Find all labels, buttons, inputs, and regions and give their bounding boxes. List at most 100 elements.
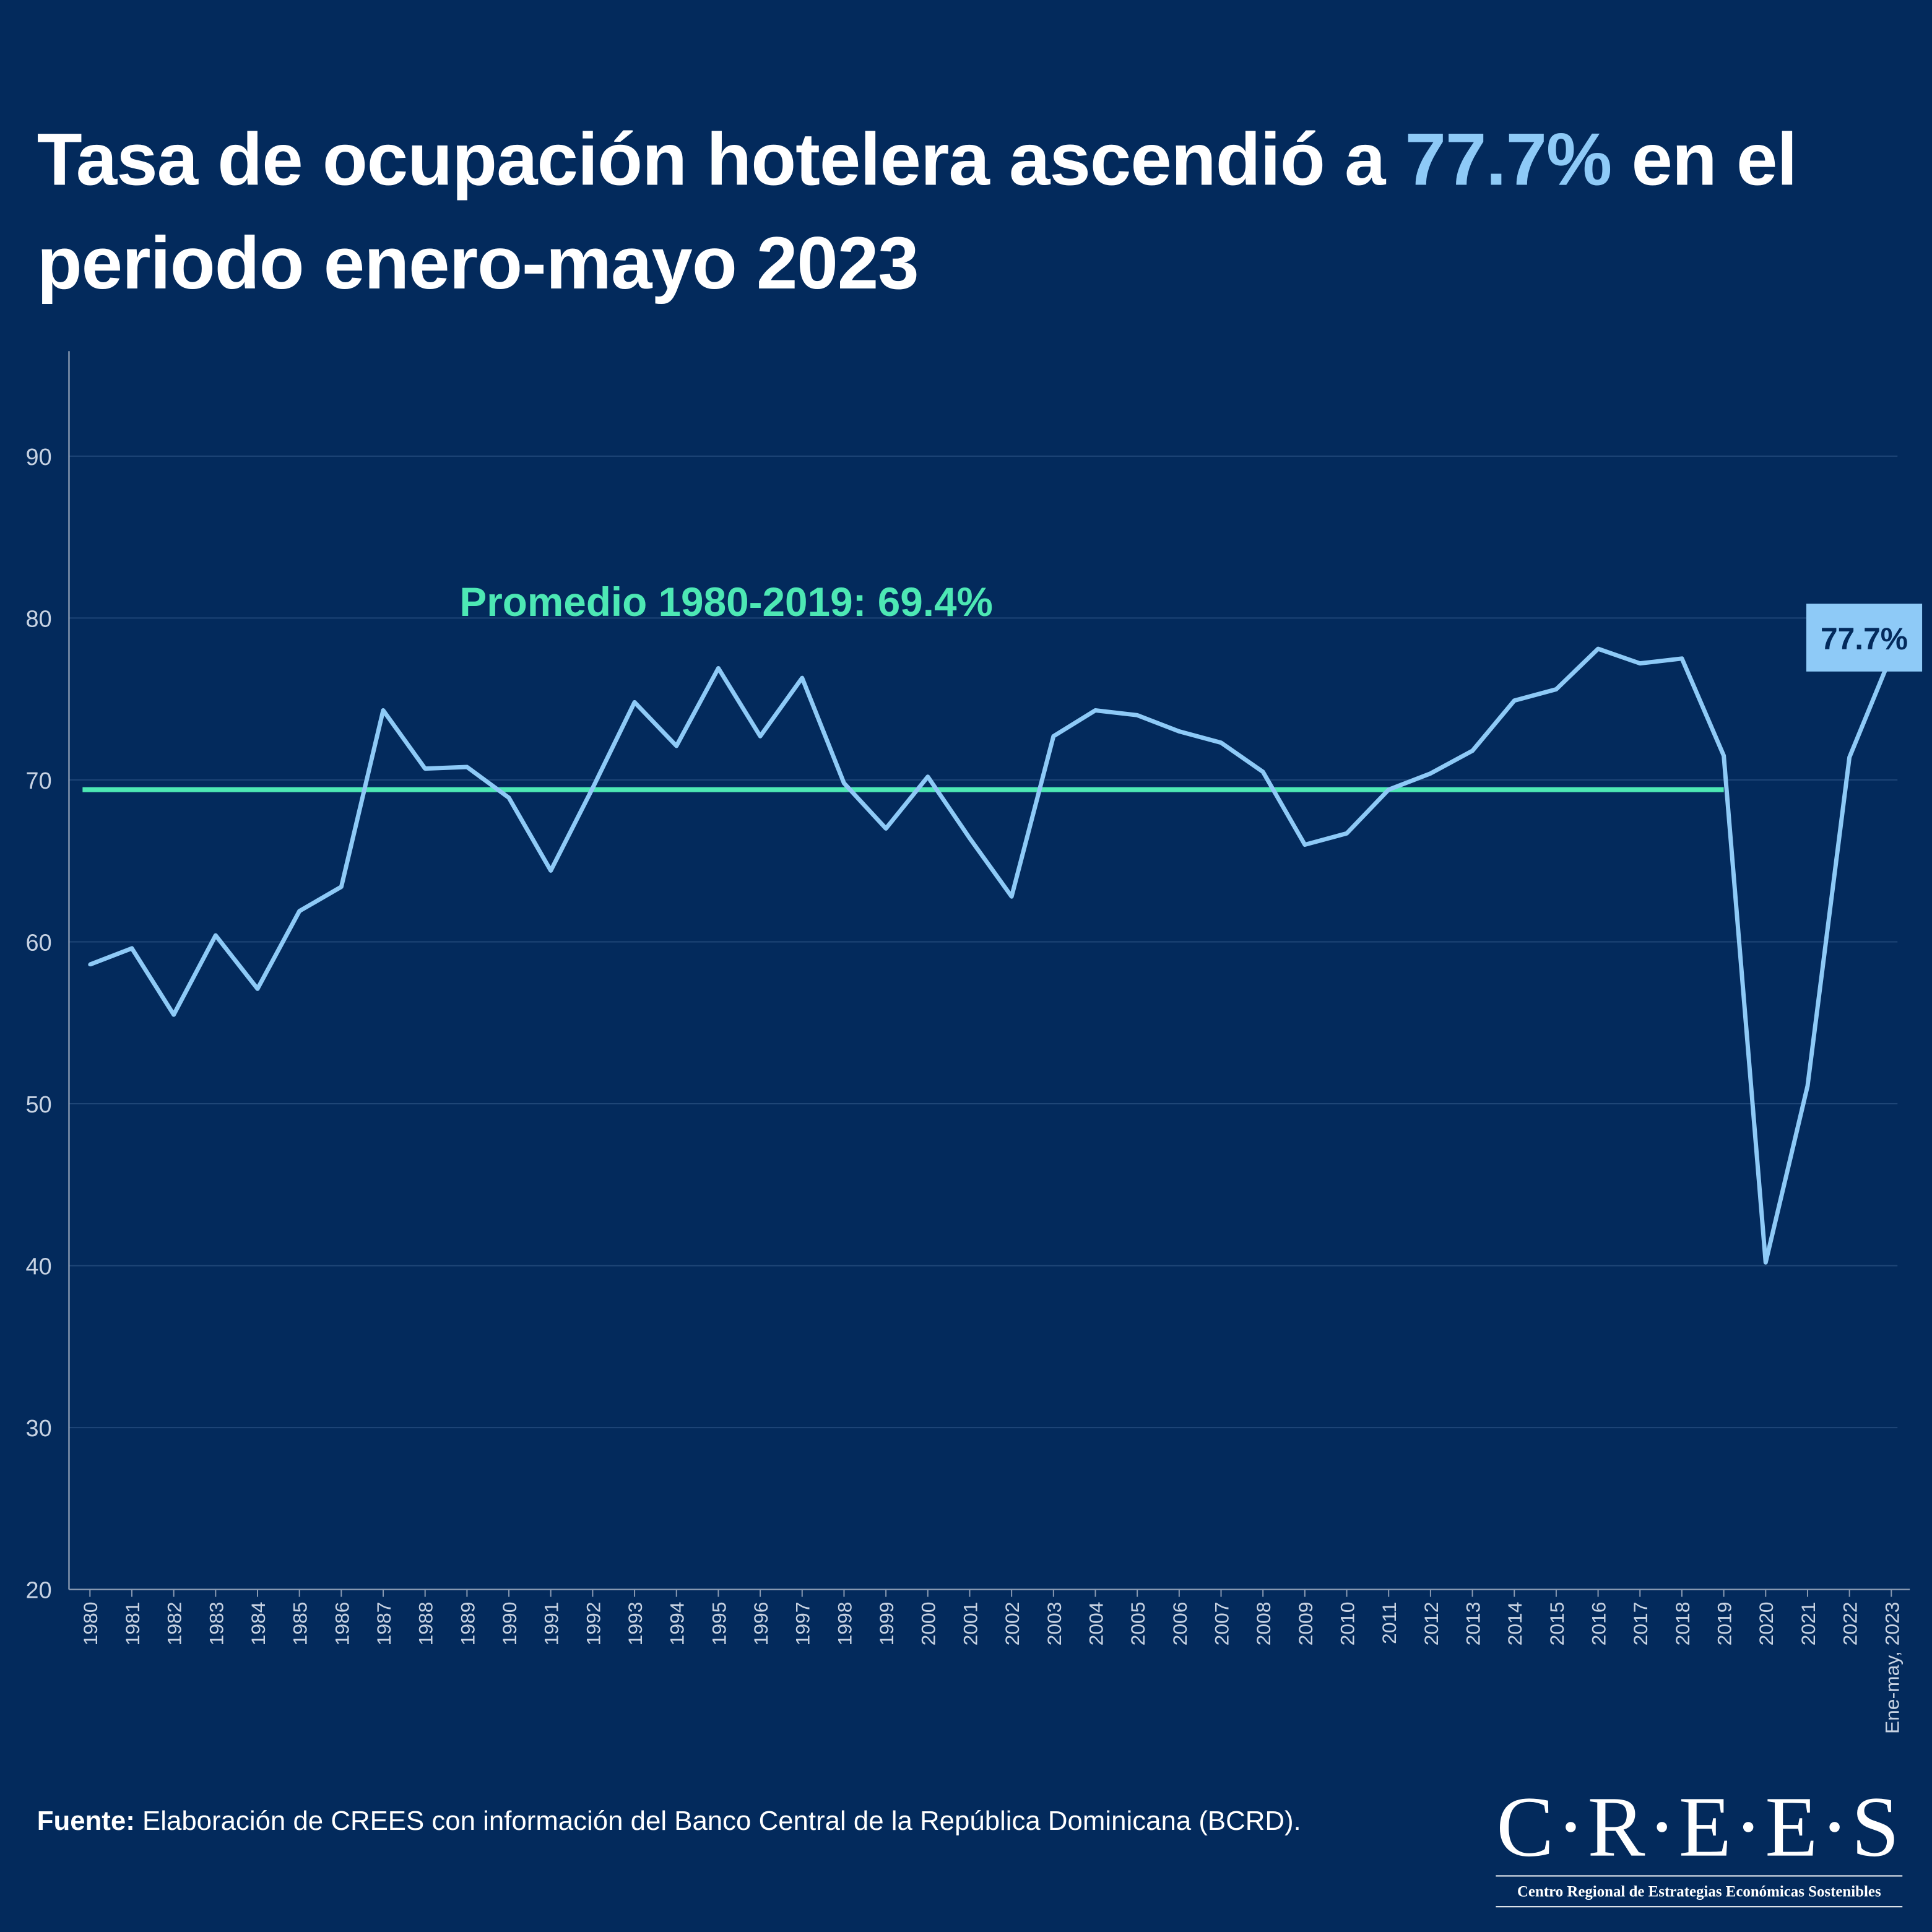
data-point	[1679, 656, 1684, 661]
page-title: Tasa de ocupación hotelera ascendió a 77…	[37, 108, 1910, 315]
data-point	[1428, 771, 1432, 776]
data-point	[1764, 1260, 1768, 1265]
data-point	[591, 786, 595, 791]
y-tick-label: 20	[26, 1578, 52, 1604]
x-tick-label: 2021	[1797, 1602, 1819, 1646]
data-point	[1219, 740, 1223, 745]
logo-rule	[1496, 1875, 1903, 1877]
source-note: Fuente: Elaboración de CREES con informa…	[37, 1801, 1454, 1840]
y-tick-label: 70	[26, 768, 52, 794]
data-point	[716, 666, 721, 670]
y-tick-label: 30	[26, 1416, 52, 1442]
x-tick-label: 1999	[875, 1602, 898, 1646]
data-point	[1638, 661, 1642, 665]
x-tick-label: Ene-may, 2023	[1881, 1602, 1903, 1735]
data-point	[548, 869, 553, 873]
x-tick-label: 1988	[415, 1602, 437, 1646]
x-tick-label: 1989	[456, 1602, 479, 1646]
x-tick-label: 1987	[373, 1602, 395, 1646]
end-label-box	[1806, 604, 1923, 672]
x-tick-label: 2009	[1294, 1602, 1317, 1646]
x-tick-label: 2010	[1336, 1602, 1358, 1646]
data-point	[925, 774, 930, 779]
data-point	[1722, 753, 1726, 758]
data-point	[1512, 698, 1517, 703]
logo-name: C·R·E·E·S	[1496, 1780, 1902, 1876]
title-text-end: en el periodo enero-mayo 2023	[37, 118, 1798, 305]
x-tick-label: 2008	[1252, 1602, 1275, 1646]
x-tick-label: 2020	[1755, 1602, 1777, 1646]
data-point	[1261, 769, 1265, 774]
x-tick-label: 2011	[1378, 1602, 1400, 1644]
data-point	[1847, 755, 1852, 760]
x-tick-label: 2017	[1629, 1602, 1652, 1646]
x-tick-label: 1992	[582, 1602, 604, 1646]
data-point	[1805, 1084, 1809, 1088]
data-point	[674, 744, 678, 748]
series-line	[89, 646, 1894, 1265]
y-tick-label: 90	[26, 444, 52, 470]
x-tick-label: 1980	[79, 1602, 102, 1646]
x-tick-label: 1990	[498, 1602, 521, 1646]
data-point	[339, 885, 344, 889]
title-text: Tasa de ocupación hotelera ascendió a	[37, 118, 1405, 201]
x-tick-label: 1983	[205, 1602, 227, 1646]
x-tick-label: 1982	[163, 1602, 186, 1646]
y-tick-label: 80	[26, 606, 52, 632]
x-tick-label: 2016	[1588, 1602, 1610, 1646]
x-tick-label: 2004	[1085, 1602, 1107, 1646]
y-tick-label: 40	[26, 1254, 52, 1280]
x-tick-label: 1998	[833, 1602, 856, 1646]
data-point	[507, 795, 511, 800]
data-point	[297, 909, 301, 913]
data-point	[842, 781, 846, 786]
data-point	[1010, 895, 1014, 899]
x-tick-label: 2005	[1127, 1602, 1149, 1646]
x-tick-label: 2018	[1671, 1602, 1694, 1646]
x-tick-label: 2003	[1043, 1602, 1065, 1646]
data-point	[171, 1013, 176, 1017]
data-point	[758, 734, 763, 739]
data-point	[1051, 734, 1055, 739]
x-tick-label: 2002	[1001, 1602, 1023, 1646]
x-tick-label: 1986	[331, 1602, 353, 1646]
data-point	[465, 765, 469, 769]
end-label: 77.7%	[1821, 622, 1908, 656]
x-tick-label: 2022	[1839, 1602, 1861, 1646]
logo-rule	[1496, 1906, 1903, 1908]
data-point	[1135, 713, 1140, 717]
crees-logo: C·R·E·E·S Centro Regional de Estrategias…	[1496, 1780, 1903, 1910]
data-point	[800, 676, 804, 680]
logo-subtitle: Centro Regional de Estrategias Económica…	[1517, 1882, 1881, 1900]
x-tick-label: 1984	[247, 1602, 269, 1646]
data-point	[1345, 831, 1349, 836]
average-label: Promedio 1980-2019: 69.4%	[459, 579, 993, 625]
x-tick-label: 2001	[959, 1602, 981, 1646]
source-label: Fuente:	[37, 1804, 135, 1836]
title-highlight: 77.7%	[1405, 118, 1613, 201]
data-point	[381, 708, 386, 713]
x-tick-label: 2015	[1546, 1602, 1568, 1646]
data-point	[129, 946, 134, 950]
x-tick-label: 2012	[1420, 1602, 1442, 1646]
data-point	[214, 934, 218, 938]
x-tick-label: 2019	[1713, 1602, 1736, 1646]
x-tick-label: 1995	[708, 1602, 730, 1646]
data-point	[88, 963, 92, 967]
x-tick-label: 2013	[1462, 1602, 1484, 1646]
source-text: Elaboración de CREES con información del…	[134, 1804, 1301, 1836]
data-point	[1554, 687, 1558, 691]
data-point	[633, 700, 637, 704]
x-tick-label: 1981	[121, 1602, 144, 1646]
data-point	[968, 836, 972, 841]
data-point	[1302, 843, 1307, 847]
x-tick-label: 1991	[540, 1602, 563, 1646]
x-tick-label: 1996	[750, 1602, 772, 1646]
x-tick-label: 2014	[1504, 1602, 1526, 1646]
data-point	[1387, 787, 1391, 792]
y-tick-label: 50	[26, 1092, 52, 1118]
data-point	[1596, 647, 1600, 651]
data-point	[884, 826, 888, 831]
